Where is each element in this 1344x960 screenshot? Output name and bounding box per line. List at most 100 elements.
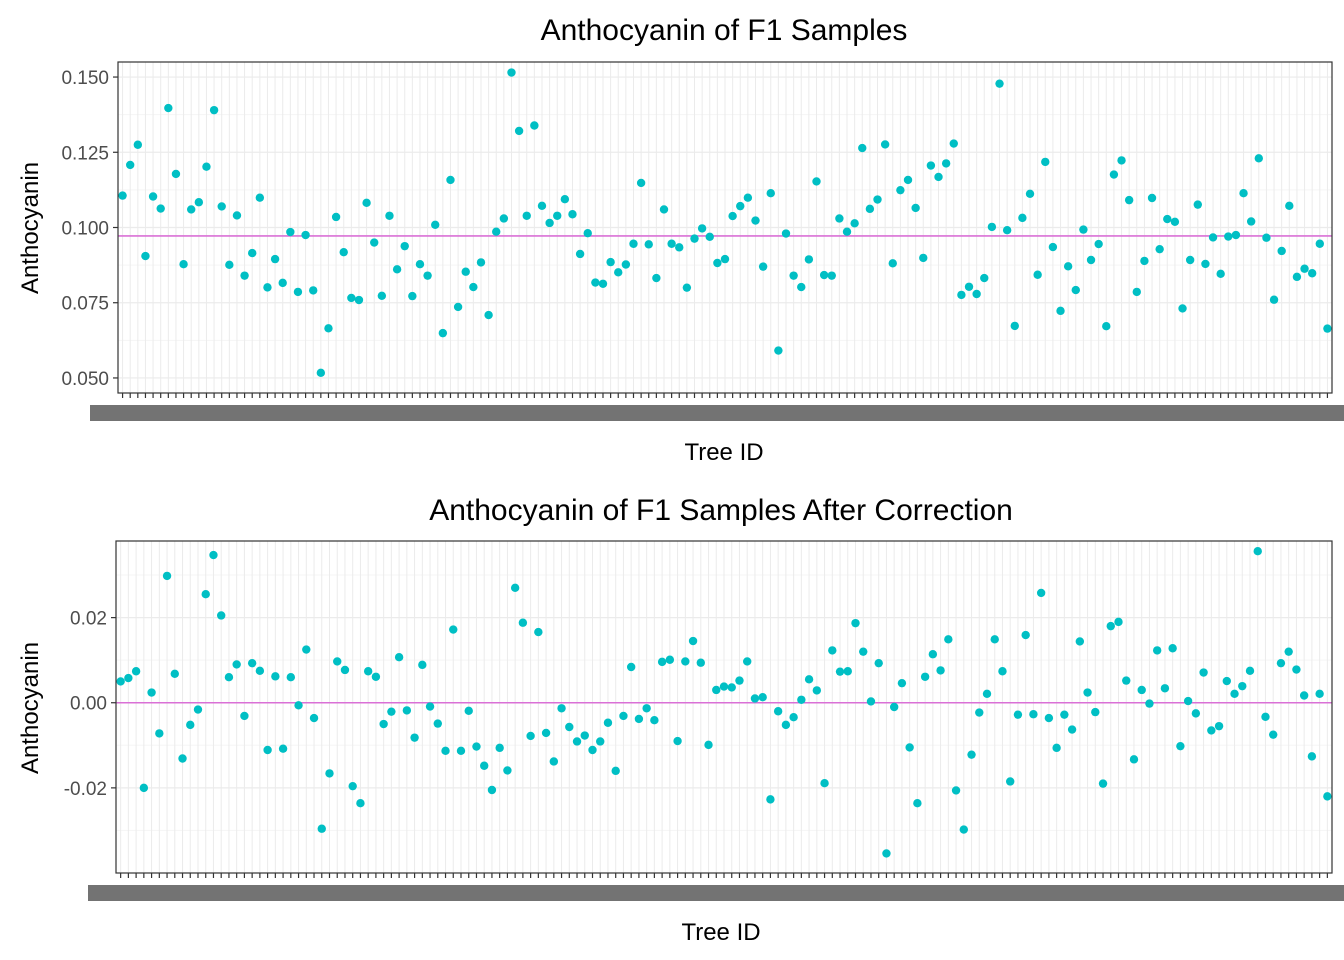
data-point bbox=[263, 283, 272, 292]
data-point bbox=[1137, 685, 1146, 695]
data-point bbox=[1178, 304, 1187, 313]
data-point bbox=[580, 731, 589, 740]
data-point bbox=[873, 195, 882, 204]
data-point bbox=[1147, 193, 1157, 203]
data-point bbox=[644, 240, 653, 249]
data-point bbox=[549, 757, 559, 766]
data-point bbox=[750, 694, 760, 703]
data-point bbox=[1207, 726, 1216, 735]
data-point bbox=[526, 731, 535, 741]
data-point bbox=[696, 658, 705, 667]
data-point bbox=[851, 618, 860, 628]
data-point bbox=[911, 203, 920, 213]
data-point bbox=[1018, 213, 1027, 223]
data-point bbox=[1036, 588, 1046, 598]
data-point bbox=[139, 783, 149, 793]
data-point bbox=[209, 550, 218, 560]
data-point bbox=[339, 247, 348, 257]
data-point bbox=[681, 657, 690, 666]
data-point bbox=[247, 658, 257, 668]
x-tick-labels-overprinted bbox=[88, 885, 1344, 901]
data-point bbox=[713, 258, 722, 268]
data-point bbox=[773, 707, 783, 716]
data-point bbox=[1199, 668, 1208, 677]
data-point bbox=[286, 673, 296, 682]
data-point bbox=[657, 657, 667, 667]
data-point bbox=[560, 195, 570, 204]
data-point bbox=[1276, 658, 1286, 668]
data-point bbox=[882, 849, 891, 858]
data-point bbox=[1269, 730, 1278, 739]
data-point bbox=[704, 740, 713, 750]
data-point bbox=[975, 708, 984, 717]
data-point bbox=[286, 227, 295, 237]
data-point bbox=[1056, 306, 1065, 316]
data-point bbox=[1299, 691, 1309, 700]
data-point bbox=[1155, 244, 1164, 254]
data-point bbox=[392, 265, 402, 274]
data-point bbox=[858, 143, 867, 153]
data-point bbox=[317, 824, 326, 833]
data-point bbox=[652, 273, 661, 283]
data-point bbox=[827, 271, 836, 280]
data-point bbox=[1083, 688, 1092, 697]
data-point bbox=[1091, 707, 1100, 717]
data-point bbox=[766, 795, 775, 804]
data-point bbox=[449, 625, 458, 634]
data-point bbox=[781, 229, 791, 238]
data-point bbox=[293, 287, 303, 297]
data-point bbox=[629, 239, 638, 248]
data-point bbox=[316, 368, 326, 378]
data-point bbox=[464, 706, 473, 716]
data-point bbox=[1269, 295, 1279, 304]
data-point bbox=[441, 746, 450, 756]
data-point bbox=[774, 346, 783, 355]
data-point bbox=[919, 253, 928, 263]
data-point bbox=[1013, 710, 1023, 719]
data-point bbox=[905, 743, 914, 752]
data-point bbox=[507, 68, 516, 77]
data-point bbox=[202, 162, 211, 171]
data-point bbox=[690, 234, 699, 243]
data-point bbox=[990, 635, 999, 644]
data-point bbox=[1109, 170, 1119, 179]
data-point bbox=[673, 736, 682, 746]
data-point bbox=[469, 282, 478, 292]
data-point bbox=[1044, 713, 1054, 723]
data-point bbox=[697, 224, 707, 233]
data-point bbox=[588, 745, 597, 755]
data-point bbox=[164, 103, 173, 113]
data-point bbox=[255, 193, 265, 202]
data-point bbox=[1106, 621, 1115, 631]
y-tick-label: 0.100 bbox=[61, 219, 109, 240]
data-point bbox=[270, 254, 280, 264]
data-point bbox=[1086, 255, 1096, 265]
data-point bbox=[495, 743, 504, 753]
data-point bbox=[1124, 195, 1134, 205]
data-point bbox=[1222, 676, 1231, 686]
data-point bbox=[294, 701, 303, 710]
data-point bbox=[964, 282, 974, 291]
data-point bbox=[155, 729, 164, 738]
data-point bbox=[557, 704, 566, 713]
data-point bbox=[1214, 721, 1224, 731]
data-point bbox=[1261, 712, 1270, 721]
data-point bbox=[934, 172, 943, 182]
data-point bbox=[232, 211, 242, 220]
data-point bbox=[248, 248, 257, 258]
data-point bbox=[982, 689, 992, 699]
y-tick-label: 0.050 bbox=[61, 369, 109, 390]
data-point bbox=[171, 169, 181, 179]
data-point bbox=[240, 271, 249, 280]
data-point bbox=[1060, 710, 1069, 719]
data-point bbox=[941, 159, 951, 168]
data-point bbox=[162, 571, 172, 581]
data-point bbox=[1208, 233, 1218, 242]
data-point bbox=[255, 666, 265, 676]
data-point bbox=[301, 230, 310, 240]
data-point bbox=[743, 657, 752, 666]
data-point bbox=[363, 667, 373, 676]
data-point bbox=[1307, 269, 1317, 278]
data-point bbox=[712, 685, 721, 695]
data-point bbox=[596, 737, 605, 746]
